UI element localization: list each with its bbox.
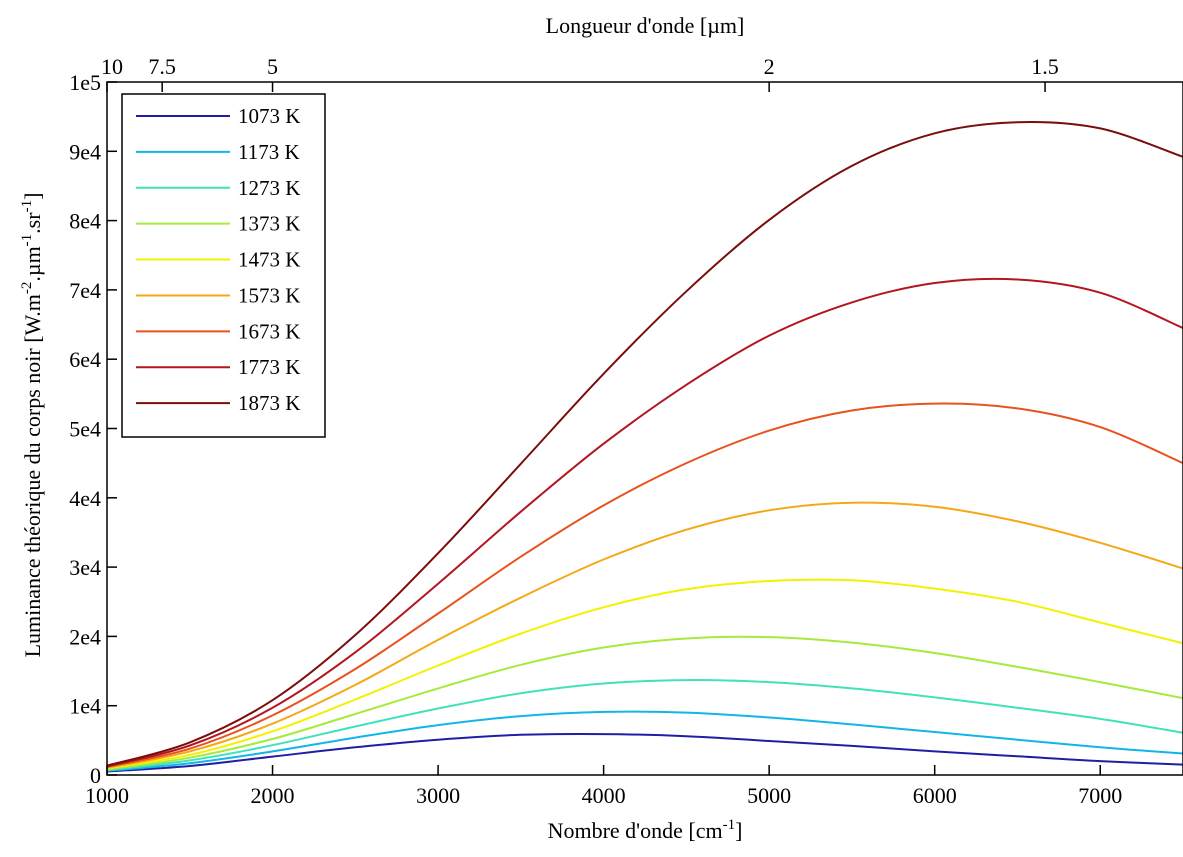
legend-label-3: 1373 K: [238, 212, 300, 236]
y-tick-label: 1e4: [69, 694, 101, 719]
x-tick-label: 4000: [582, 783, 626, 808]
series-line-0: [107, 732, 1183, 773]
y-tick-label: 8e4: [69, 209, 101, 234]
series-line-6: [107, 402, 1183, 768]
series-line-7: [107, 277, 1183, 768]
series-lines: [107, 120, 1183, 773]
x2-axis-title: Longueur d'onde [µm]: [546, 13, 745, 38]
y-tick-label: 9e4: [69, 139, 101, 164]
x-tick-label: 5000: [747, 783, 791, 808]
x-tick-label: 6000: [913, 783, 957, 808]
x2-tick-label: 1.5: [1031, 54, 1059, 79]
x2-tick-label: 5: [267, 54, 278, 79]
x-axis-title-end: ]: [735, 818, 742, 843]
legend: 1073 K 1173 K 1273 K 1373 K 1473 K 1573 K 1673…: [121, 93, 326, 438]
series-line-5: [107, 501, 1183, 769]
legend-label-5: 1573 K: [238, 283, 300, 307]
legend-label-1: 1173 K: [238, 140, 300, 164]
y-axis-title-part: ]: [20, 193, 45, 200]
x-tick-label: 1000: [85, 783, 129, 808]
y-tick-label: 0: [90, 763, 101, 788]
y-axis-title-part: .µm: [20, 246, 45, 281]
x-tick-label: 7000: [1078, 783, 1122, 808]
y-axis-title-part: Luminance théorique du corps noir [W.m: [20, 294, 45, 657]
y-tick-label: 3e4: [69, 555, 101, 580]
x2-tick-label: 10: [101, 54, 123, 79]
x2-tick-label: 2: [764, 54, 775, 79]
y-tick-label: 6e4: [69, 347, 101, 372]
y-axis-title-part: -1: [19, 234, 35, 247]
x-axis-title: Nombre d'onde [cm-1]: [548, 817, 743, 843]
legend-label-2: 1273 K: [238, 176, 300, 200]
y-tick-label: 7e4: [69, 278, 101, 303]
series-line-4: [107, 578, 1183, 770]
x-axis-title-sup: -1: [723, 817, 736, 833]
y-tick-label: 4e4: [69, 486, 101, 511]
y-axis-title-part: .sr: [20, 212, 45, 234]
x-tick-label: 3000: [416, 783, 460, 808]
axes: 1000 2000 3000 4000 5000 6000 7000 0 1e4 2e4 3e4 4e…: [19, 13, 1183, 843]
legend-label-8: 1873 K: [238, 391, 300, 415]
y-tick-label: 1e5: [69, 70, 101, 95]
y-tick-label: 2e4: [69, 624, 101, 649]
series-line-2: [107, 679, 1183, 772]
series-line-1: [107, 710, 1183, 772]
x2-tick-label: 7.5: [148, 54, 176, 79]
legend-label-6: 1673 K: [238, 319, 300, 343]
y-axis-title: Luminance théorique du corps noir [W.m-2…: [19, 193, 45, 658]
legend-label-0: 1073 K: [238, 104, 300, 128]
y-axis-title-part: -2: [19, 282, 35, 295]
legend-label-4: 1473 K: [238, 248, 300, 272]
x-axis-title-main: Nombre d'onde [cm: [548, 818, 723, 843]
y-axis-title-part: -1: [19, 200, 35, 213]
series-line-8: [107, 120, 1183, 767]
series-line-3: [107, 635, 1183, 771]
x-tick-label: 2000: [251, 783, 295, 808]
legend-label-7: 1773 K: [238, 355, 300, 379]
y-tick-label: 5e4: [69, 417, 101, 442]
